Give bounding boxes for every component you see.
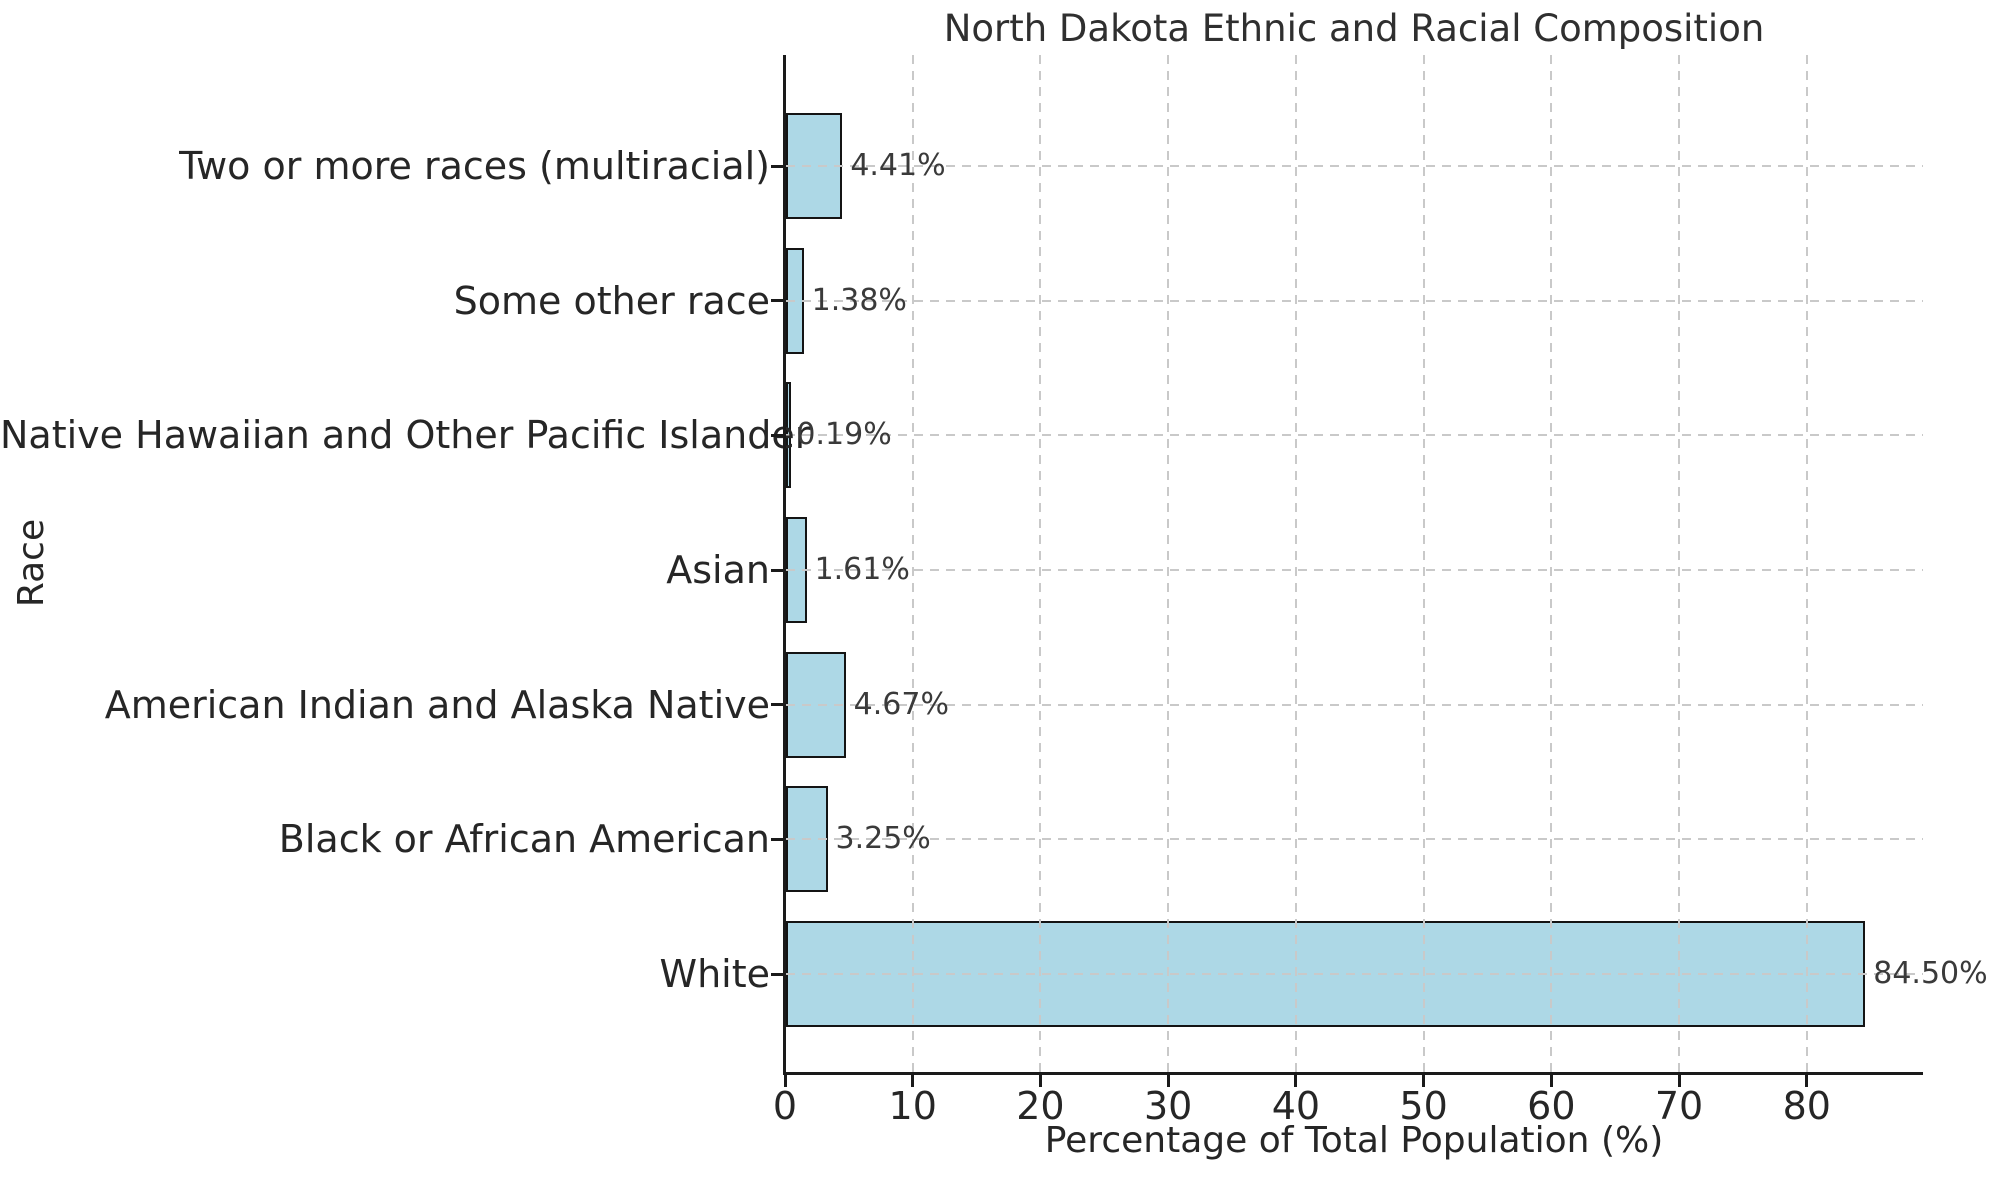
- chart-title: North Dakota Ethnic and Racial Compositi…: [943, 7, 1765, 50]
- gridline-vertical: [1422, 55, 1425, 1072]
- gridline-horizontal: [786, 165, 1923, 167]
- gridline-vertical: [1039, 55, 1042, 1072]
- x-tick-label: 0: [772, 1084, 798, 1128]
- y-tick-mark: [771, 433, 783, 437]
- gridline-horizontal: [786, 434, 1923, 437]
- x-tick-label: 20: [1016, 1084, 1065, 1128]
- y-tick-mark: [771, 972, 783, 976]
- x-tick-mark: [1038, 1075, 1042, 1087]
- gridline-horizontal: [786, 569, 1923, 571]
- y-tick-mark: [771, 568, 783, 572]
- x-tick-mark: [1294, 1075, 1298, 1087]
- gridline-vertical: [1167, 55, 1170, 1072]
- y-tick-label: American Indian and Alaska Native: [104, 682, 770, 727]
- y-axis-spine: [783, 55, 786, 1075]
- gridline-vertical: [1805, 55, 1808, 1072]
- y-tick-label: Asian: [666, 548, 770, 592]
- x-tick-mark: [911, 1075, 915, 1087]
- x-tick-label: 70: [1654, 1084, 1704, 1128]
- x-tick-mark: [783, 1075, 787, 1087]
- x-tick-mark: [1805, 1075, 1809, 1087]
- x-tick-mark: [1166, 1075, 1170, 1087]
- x-tick-label: 60: [1527, 1084, 1576, 1128]
- x-tick-label: 30: [1143, 1084, 1193, 1128]
- bar-value-label: 4.41%: [850, 148, 946, 183]
- y-tick-label: White: [659, 952, 771, 997]
- gridline-vertical: [1550, 55, 1553, 1072]
- y-tick-mark: [771, 837, 783, 841]
- x-axis-spine: [783, 1072, 1923, 1075]
- gridline-horizontal: [786, 838, 1923, 841]
- bar-value-label: 4.67%: [853, 686, 949, 722]
- bar-value-label: 1.38%: [811, 282, 907, 318]
- y-tick-label: Two or more races (multiracial): [179, 144, 770, 188]
- x-tick-label: 10: [888, 1084, 937, 1128]
- gridline-vertical: [1678, 55, 1681, 1072]
- y-tick-label: Some other race: [453, 278, 770, 323]
- y-tick-label: Native Hawaiian and Other Pacific Island…: [0, 413, 811, 458]
- x-axis-label: Percentage of Total Population (%): [1044, 1120, 1664, 1161]
- x-tick-mark: [1549, 1075, 1553, 1087]
- gridline-horizontal: [786, 973, 1923, 976]
- x-tick-mark: [1677, 1075, 1681, 1087]
- y-tick-mark: [771, 299, 783, 303]
- y-tick-label: Black or African American: [278, 817, 770, 862]
- bar-value-label: 1.61%: [814, 552, 910, 587]
- gridline-horizontal: [786, 299, 1923, 302]
- y-tick-mark: [771, 703, 783, 707]
- bar-value-label: 3.25%: [835, 821, 931, 857]
- gridline-vertical: [911, 55, 914, 1072]
- x-tick-label: 40: [1271, 1084, 1321, 1128]
- x-tick-mark: [1422, 1075, 1426, 1087]
- y-tick-mark: [771, 164, 783, 168]
- bar-value-label: 0.19%: [796, 417, 892, 453]
- gridline-vertical: [1294, 55, 1297, 1072]
- bar-value-label: 84.50%: [1873, 956, 1988, 992]
- x-tick-label: 80: [1782, 1084, 1831, 1128]
- gridline-horizontal: [786, 703, 1923, 706]
- x-tick-label: 50: [1399, 1084, 1448, 1128]
